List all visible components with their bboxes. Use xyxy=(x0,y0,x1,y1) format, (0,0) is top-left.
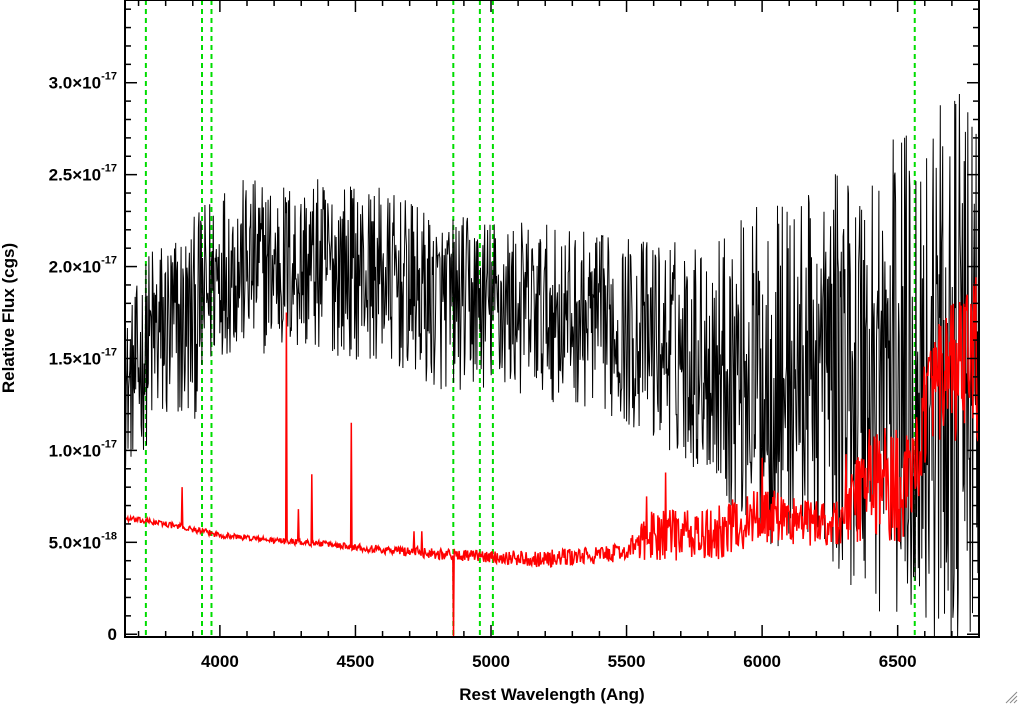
x-axis-ticks: 4000 4500 5000 5500 6000 6500 xyxy=(137,0,980,671)
y-tick-label: 5.0×10-18 xyxy=(49,530,117,552)
x-tick-label: 4000 xyxy=(201,652,239,671)
x-tick-label: 6000 xyxy=(743,652,781,671)
series-layer xyxy=(124,93,980,637)
x-axis-title: Rest Wavelength (Ang) xyxy=(459,685,644,704)
x-tick-label: 5000 xyxy=(472,652,510,671)
y-axis-title: Relative Flux (cgs) xyxy=(0,243,18,393)
y-tick-label: 2.0×10-17 xyxy=(49,255,117,277)
y-tick-label: 3.0×10-17 xyxy=(49,71,117,93)
x-tick-label: 5500 xyxy=(608,652,646,671)
y-tick-label: 1.0×10-17 xyxy=(49,438,117,460)
resize-grip-icon[interactable] xyxy=(1004,690,1018,704)
plot-frame xyxy=(124,0,980,638)
series-1-line xyxy=(124,277,980,637)
x-tick-label: 4500 xyxy=(337,652,375,671)
y-tick-label: 0 xyxy=(108,625,117,644)
y-axis-ticks: 0 5.0×10-18 1.0×10-17 1.5×10-17 2.0×10-17 2.5… xyxy=(49,8,979,644)
y-tick-label: 1.5×10-17 xyxy=(49,346,117,368)
y-tick-label: 2.5×10-17 xyxy=(49,163,117,185)
x-tick-label: 6500 xyxy=(879,652,917,671)
